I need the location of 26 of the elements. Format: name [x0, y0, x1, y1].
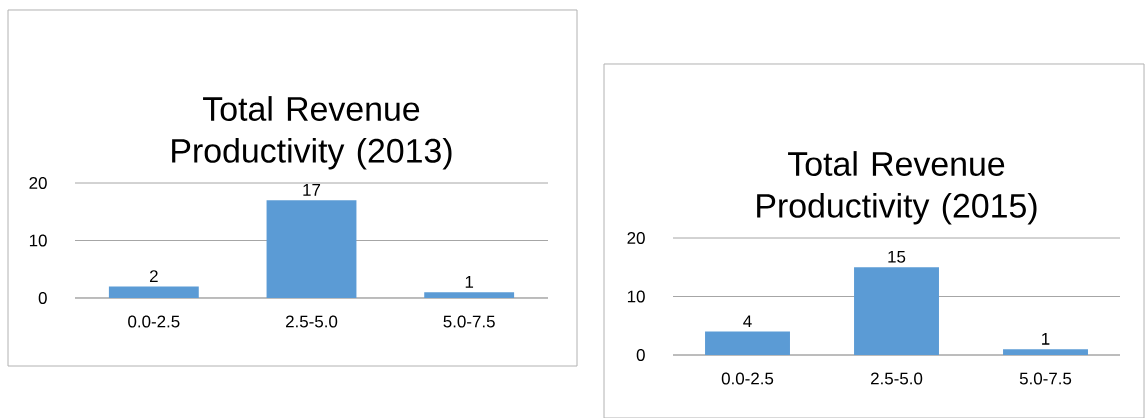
data-label: 1: [1042, 332, 1050, 345]
data-label: 4: [743, 315, 752, 328]
bar: [1003, 349, 1088, 355]
x-tick-label: 2.5-5.0: [286, 315, 338, 328]
data-label: 17: [303, 184, 321, 196]
data-label: 2: [149, 270, 158, 282]
y-tick-label: 0: [38, 292, 47, 304]
chart-title: Total Revenue Productivity (2015): [757, 151, 1037, 225]
chart-title: Total Revenue Productivity (2013): [172, 96, 452, 170]
bar: [705, 331, 790, 355]
x-tick-label: 5.0-7.5: [1019, 372, 1072, 385]
x-tick-label: 2.5-5.0: [871, 372, 923, 385]
x-tick-label: 0.0-2.5: [721, 372, 774, 385]
y-tick-label: 20: [29, 177, 47, 189]
x-tick-label: 5.0-7.5: [443, 315, 495, 328]
x-tick-label: 0.0-2.5: [128, 315, 180, 328]
y-tick-label: 10: [29, 234, 47, 247]
y-tick-label: 0: [636, 349, 645, 361]
data-label: 1: [465, 276, 474, 288]
bar: [424, 292, 515, 298]
bar: [854, 267, 939, 355]
data-label: 15: [888, 250, 906, 263]
bar: [108, 286, 199, 298]
y-tick-label: 10: [627, 290, 645, 303]
bar: [266, 200, 357, 298]
y-tick-label: 20: [627, 232, 645, 244]
